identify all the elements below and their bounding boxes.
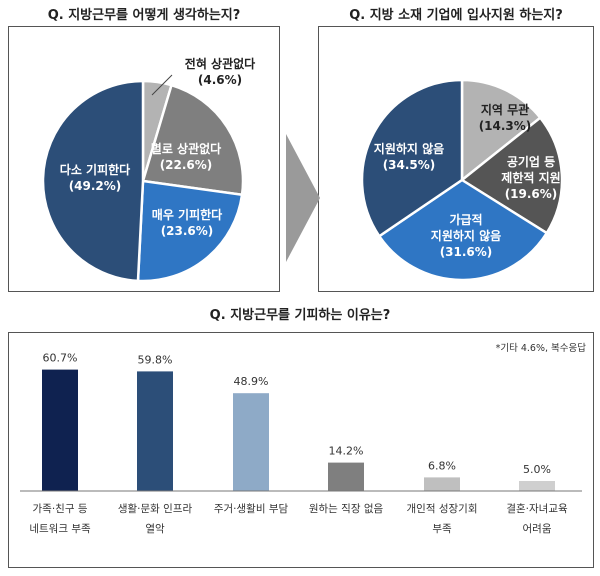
pie2-title: Q. 지방 소재 기업에 입사지원 하는지? <box>349 8 563 23</box>
pie2-slice-label-3: 지원하지 않음 (34.5%) <box>374 141 444 172</box>
bar-category-label-1: 생활·문화 인프라 열악 <box>118 502 193 535</box>
pie1-slice-1 <box>141 83 245 197</box>
bar-category-label-0: 가족·친구 등 네트워크 부족 <box>29 503 91 535</box>
bar-value-label-4: 6.8% <box>428 459 456 472</box>
pie2-slice-0 <box>460 78 542 183</box>
bar-value-label-2: 48.9% <box>234 375 269 388</box>
pie1-chart: 전혀 상관없다 (4.6%) 별로 상관없다 (22.6%) 매우 기피한다 (23.6%… <box>41 56 255 283</box>
bar-5 <box>519 481 555 491</box>
bar-value-label-0: 60.7% <box>43 352 78 365</box>
bar-value-label-3: 14.2% <box>329 445 364 458</box>
pie2-slice-label-0: 지역 무관 (14.3%) <box>479 102 532 133</box>
bar-4 <box>424 477 460 491</box>
pie1-leader-line <box>151 74 173 96</box>
pie1-slice-label-3: 다소 기피한다 (49.2%) <box>60 162 130 193</box>
pie1-title: Q. 지방근무를 어떻게 생각하는지? <box>47 8 241 23</box>
pie1-slice-label-2: 매우 기피한다 (23.6%) <box>152 207 222 238</box>
pie1-slice-3 <box>41 79 145 283</box>
pie1-slice-label-1: 별로 상관없다 (22.6%) <box>151 141 221 172</box>
pie2-slice-label-1: 공기업 등 제한적 지원 (19.6%) <box>501 154 560 201</box>
pie1-slice-2 <box>136 179 244 283</box>
pie2-slice-1 <box>459 115 564 235</box>
bar-panel <box>8 332 594 568</box>
pie1-slice-label-0: 전혀 상관없다 (4.6%) <box>185 56 255 87</box>
bar-0 <box>42 369 78 491</box>
bar-value-label-5: 5.0% <box>523 463 551 476</box>
pie2-slice-3 <box>360 78 464 238</box>
pie2-chart: 지역 무관 (14.3%) 공기업 등 제한적 지원 (19.6%)가급적 지원하지 않음… <box>360 78 564 282</box>
bar-value-label-1: 59.8% <box>138 353 173 366</box>
bar-3 <box>328 462 364 491</box>
bar-2 <box>233 393 269 491</box>
bar-1 <box>137 371 173 491</box>
bar-note: *기타 4.6%, 복수응답 <box>495 343 586 354</box>
arrow-icon <box>286 134 320 262</box>
pie2-slice-label-2: 가급적 지원하지 않음 (31.6%) <box>431 212 501 259</box>
bar-chart: 60.7% 가족·친구 등 네트워크 부족 59.8% 생활·문화 인프라 열악 48.9%… <box>29 352 568 535</box>
bar-category-label-3: 원하는 직장 없음 <box>309 502 384 515</box>
bar-category-label-5: 결혼·자녀교육 어려움 <box>506 502 568 535</box>
pie2-slice-2 <box>377 178 549 282</box>
bar-title: Q. 지방근무를 기피하는 이유는? <box>209 308 391 323</box>
bar-category-label-2: 주거·생활비 부담 <box>214 502 289 515</box>
bar-category-label-4: 개인적 성장기회 부족 <box>407 503 478 535</box>
